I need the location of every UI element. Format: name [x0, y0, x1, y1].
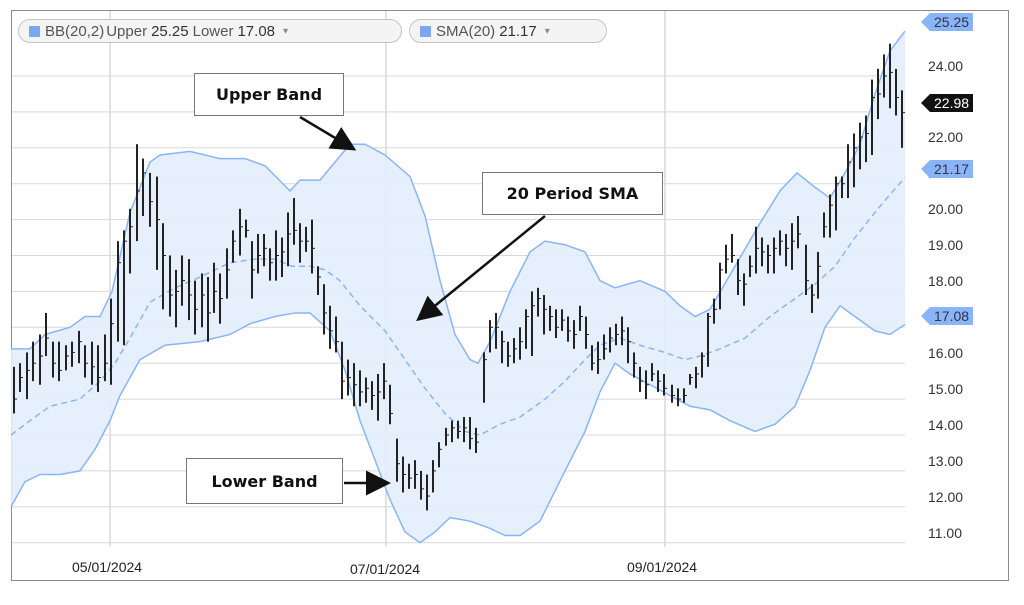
sma-swatch-icon [420, 25, 431, 37]
y-tick-label: 15.00 [928, 381, 964, 397]
y-tick-label: 20.00 [928, 201, 964, 217]
bb-upper-label: Upper [106, 22, 148, 40]
bb-lower-label: Lower [192, 22, 234, 40]
y-tick-label: 16.00 [928, 345, 964, 361]
sma-legend-pill[interactable]: SMA(20) 21.17 ▾ [409, 19, 607, 43]
y-tick-label: 14.00 [928, 417, 964, 433]
y-tick-label: 13.00 [928, 453, 964, 469]
y-tick-label: 11.00 [928, 525, 962, 541]
x-tick-label: 07/01/2024 [350, 561, 421, 577]
bb-lower-value: 17.08 [237, 22, 276, 40]
sma-dropdown-caret-icon[interactable]: ▾ [544, 25, 550, 37]
upper-band-callout: Upper Band [194, 73, 344, 116]
y-tick-label: 12.00 [928, 489, 964, 505]
y-tick-label: 18.00 [928, 273, 964, 289]
bb-upper-value: 25.25 [151, 22, 189, 40]
y-tick-label: 22.00 [928, 129, 964, 145]
sma-callout: 20 Period SMA [482, 172, 663, 215]
sma-legend-label: SMA(20) [436, 22, 496, 40]
x-tick-label: 09/01/2024 [627, 559, 698, 575]
y-tick-label: 19.00 [928, 237, 964, 253]
lower-band-price-tag: 17.08 [920, 307, 974, 325]
upper-band-price-tag: 25.25 [920, 13, 974, 31]
bb-swatch-icon [29, 25, 40, 37]
lower-band-callout: Lower Band [186, 458, 343, 504]
bb-legend-label: BB(20,2) [45, 22, 105, 40]
y-tick-label: 24.00 [928, 58, 964, 74]
lower-band-line [10, 304, 906, 544]
bb-dropdown-caret-icon[interactable]: ▾ [283, 25, 289, 37]
sma-legend-value: 21.17 [499, 22, 537, 40]
bb-legend-pill[interactable]: BB(20,2) Upper 25.25 Lower 17.08 ▾ [18, 19, 402, 43]
x-tick-label: 05/01/2024 [72, 559, 143, 575]
upper-band-arrow-icon [299, 115, 357, 151]
last-price-tag: 22.98 [920, 94, 974, 112]
sma-arrow-icon [416, 215, 546, 322]
sma-price-tag: 21.17 [920, 160, 974, 178]
upper-band-line [11, 30, 906, 365]
